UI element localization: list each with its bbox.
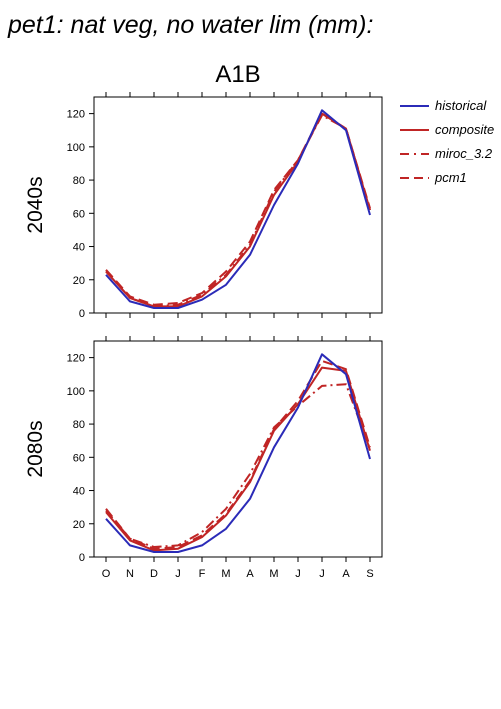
legend-label: composite bbox=[435, 122, 494, 137]
series-line-pcm1 bbox=[105, 359, 371, 550]
panel-2080s: 0 20 40 60 80 100 120 O N D J F M A M J J A S 2080s bbox=[24, 336, 383, 580]
row-label: 2040s bbox=[24, 176, 47, 233]
figure-title: pet1: nat veg, no water lim (mm): bbox=[7, 11, 373, 39]
series-line-composite bbox=[105, 112, 371, 308]
y-tick-label: 0 bbox=[79, 308, 85, 320]
series-line-pcm1 bbox=[105, 112, 371, 306]
y-tick-label: 120 bbox=[67, 109, 85, 121]
y-tick-label: 40 bbox=[73, 242, 85, 254]
y-tick-label: 120 bbox=[67, 353, 85, 365]
series-line-historical bbox=[105, 353, 371, 553]
row-label: 2080s bbox=[24, 420, 47, 477]
x-tick-label: J bbox=[295, 568, 301, 580]
y-tick-label: 100 bbox=[67, 386, 85, 398]
y-tick-label: 0 bbox=[79, 552, 85, 564]
series-line-composite bbox=[105, 366, 371, 552]
x-tick-label: M bbox=[269, 568, 278, 580]
x-tick-label: J bbox=[319, 568, 325, 580]
x-tick-label: S bbox=[366, 568, 373, 580]
x-tick-label: D bbox=[150, 568, 158, 580]
y-tick-label: 80 bbox=[73, 419, 85, 431]
x-tick-label: J bbox=[175, 568, 181, 580]
y-tick-label: 60 bbox=[73, 452, 85, 464]
y-tick-label: 100 bbox=[67, 142, 85, 154]
plot-frame bbox=[93, 340, 383, 558]
series-line-miroc-3-2 bbox=[105, 383, 371, 548]
chart-legend: historical composite miroc_3.2 pcm1 bbox=[400, 98, 494, 185]
x-tick-label: A bbox=[342, 568, 350, 580]
x-tick-label: M bbox=[221, 568, 230, 580]
x-tick-label: F bbox=[199, 568, 206, 580]
y-tick-label: 20 bbox=[73, 275, 85, 287]
plot-frame bbox=[93, 96, 383, 314]
x-tick-label: A bbox=[246, 568, 254, 580]
y-tick-label: 80 bbox=[73, 175, 85, 187]
x-tick-label: N bbox=[126, 568, 134, 580]
y-tick-label: 20 bbox=[73, 519, 85, 531]
legend-label: miroc_3.2 bbox=[435, 146, 493, 161]
panel-2040s: 0 20 40 60 80 100 120 2040s bbox=[24, 92, 383, 320]
legend-label: historical bbox=[435, 98, 487, 113]
scenario-label: A1B bbox=[215, 61, 260, 88]
y-tick-label: 40 bbox=[73, 486, 85, 498]
legend-label: pcm1 bbox=[434, 170, 467, 185]
x-tick-label: O bbox=[102, 568, 111, 580]
series-line-miroc-3-2 bbox=[105, 114, 371, 308]
y-tick-label: 60 bbox=[73, 208, 85, 220]
series-line-historical bbox=[105, 109, 371, 309]
